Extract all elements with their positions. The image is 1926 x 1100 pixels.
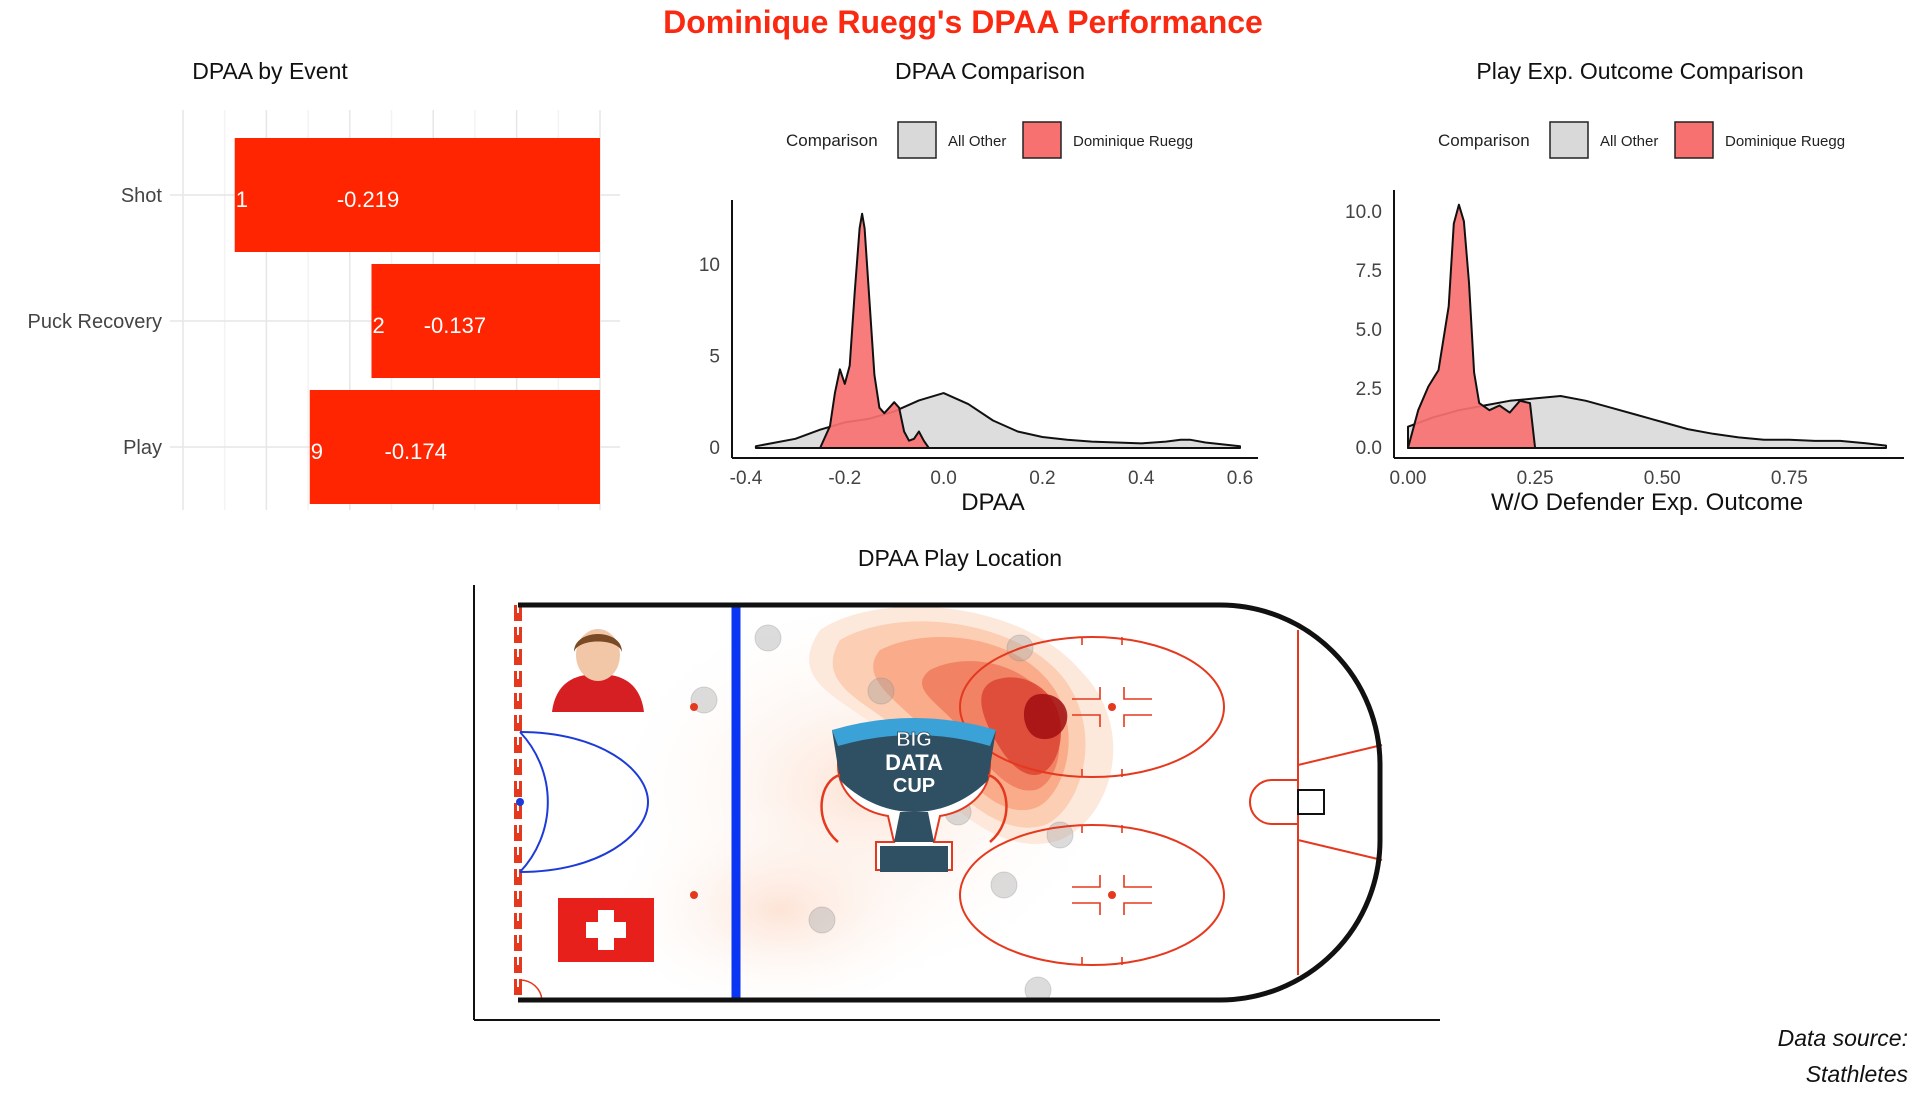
category-label: Play — [123, 437, 162, 459]
flag-cross-h — [586, 922, 626, 938]
play-point — [754, 624, 782, 652]
trapezoid-top — [1297, 744, 1383, 766]
y-tick-label: 0 — [709, 438, 720, 459]
referee-crease — [519, 979, 543, 1001]
play-point — [867, 677, 895, 705]
rink-boards — [518, 602, 1383, 1003]
rink-title: DPAA Play Location — [857, 545, 1063, 571]
x-tick-label: 0.2 — [1029, 468, 1055, 489]
count-label: 2 — [372, 313, 384, 338]
goal-crease — [1249, 779, 1298, 825]
neutral-dot — [690, 891, 698, 899]
legend-title: Comparison — [786, 131, 878, 150]
x-tick-label: 0.50 — [1644, 468, 1681, 489]
logo-text-cup: CUP — [893, 775, 935, 797]
bar-chart-title: DPAA by Event — [192, 58, 348, 84]
value-label: -0.174 — [385, 439, 447, 464]
photo-jacket — [552, 674, 644, 712]
y-tick-label: 10 — [699, 255, 720, 276]
faceoff-circle — [959, 824, 1225, 966]
legend-key — [1674, 121, 1714, 159]
dpaa-comparison-title: DPAA Comparison — [894, 58, 1086, 84]
x-tick-label: -0.2 — [828, 468, 861, 489]
bar-puck-recovery — [371, 264, 600, 378]
x-axis-label: DPAA — [961, 489, 1025, 516]
x-tick-label: 0.6 — [1227, 468, 1253, 489]
dpaa-comparison-chart: Comparison All Other Dominique Ruegg -0.4 -0… — [699, 121, 1258, 516]
cup-base — [880, 846, 948, 872]
heat-contour — [1023, 694, 1068, 740]
x-tick-label: -0.4 — [730, 468, 763, 489]
x-tick-label: 0.00 — [1390, 468, 1427, 489]
photo-hair — [574, 634, 622, 652]
legend-key — [1549, 121, 1589, 159]
exp-outcome-comparison-chart: Comparison All Other Dominique Ruegg 0.00 0.… — [1345, 121, 1904, 516]
heat-glow — [600, 800, 960, 1000]
source-line-1: Data source: — [1777, 1025, 1908, 1051]
x-axis-label: W/O Defender Exp. Outcome — [1491, 489, 1803, 516]
neutral-dot — [690, 703, 698, 711]
data-source-caption: Data source: Stathletes — [1778, 1020, 1908, 1092]
center-faceoff-circle — [519, 731, 549, 873]
x-tick-label: 0.25 — [1517, 468, 1554, 489]
count-label: 9 — [311, 439, 323, 464]
main-title: Dominique Ruegg's DPAA Performance — [663, 4, 1263, 40]
swiss-flag-icon — [558, 898, 654, 962]
legend-label: All Other — [948, 133, 1006, 150]
y-tick-label: 7.5 — [1356, 261, 1382, 282]
faceoff-hashmarks — [1072, 687, 1152, 727]
legend-key — [897, 121, 937, 159]
value-label: -0.219 — [337, 187, 399, 212]
bar-shot — [234, 138, 600, 252]
source-line-2: Stathletes — [1805, 1061, 1908, 1087]
faceoff-dot — [1108, 703, 1116, 711]
cup-handles — [820, 773, 1008, 843]
legend-label: Dominique Ruegg — [1725, 133, 1845, 150]
exp-outcome-title: Play Exp. Outcome Comparison — [1476, 58, 1804, 84]
category-label: Puck Recovery — [28, 311, 163, 333]
value-label: -0.137 — [424, 313, 486, 338]
center-circle-arc — [519, 731, 650, 873]
goal-net — [1297, 789, 1325, 815]
logo-text-data: DATA — [885, 750, 943, 775]
trapezoid-bottom — [1297, 839, 1383, 861]
faceoff-circle — [959, 636, 1225, 778]
center-dot — [516, 798, 524, 806]
logo-text-big: BIG — [896, 729, 932, 751]
y-tick-label: 5.0 — [1356, 320, 1382, 341]
count-label: 1 — [236, 187, 248, 212]
cup-rim — [832, 718, 996, 746]
play-point — [990, 871, 1018, 899]
density-dominique-ruegg — [819, 212, 930, 449]
legend-key — [1022, 121, 1062, 159]
x-tick-label: 0.4 — [1128, 468, 1155, 489]
cup-stem — [894, 812, 934, 842]
y-tick-label: 2.5 — [1356, 379, 1382, 400]
dpaa-by-event-chart: Shot 1 -0.219 Puck Recovery 2 -0.137 Play 9 -0.1… — [28, 110, 620, 510]
x-tick-label: 0.0 — [930, 468, 956, 489]
legend: Comparison All Other Dominique Ruegg — [786, 121, 1193, 159]
bar-play — [309, 390, 600, 504]
y-tick-label: 5 — [709, 346, 720, 367]
legend-label: All Other — [1600, 133, 1658, 150]
legend: Comparison All Other Dominique Ruegg — [1438, 121, 1845, 159]
faceoff-dot — [1108, 891, 1116, 899]
x-tick-label: 0.75 — [1771, 468, 1808, 489]
legend-title: Comparison — [1438, 131, 1530, 150]
legend-label: Dominique Ruegg — [1073, 133, 1193, 150]
category-label: Shot — [121, 185, 163, 207]
faceoff-hashmarks — [1072, 875, 1152, 915]
y-tick-label: 10.0 — [1345, 202, 1382, 223]
play-point — [808, 906, 836, 934]
density-dominique-ruegg — [1407, 203, 1537, 449]
play-point — [1024, 976, 1052, 1000]
cup-bowl — [832, 730, 996, 812]
player-photo — [550, 622, 646, 712]
y-tick-label: 0.0 — [1356, 438, 1382, 459]
